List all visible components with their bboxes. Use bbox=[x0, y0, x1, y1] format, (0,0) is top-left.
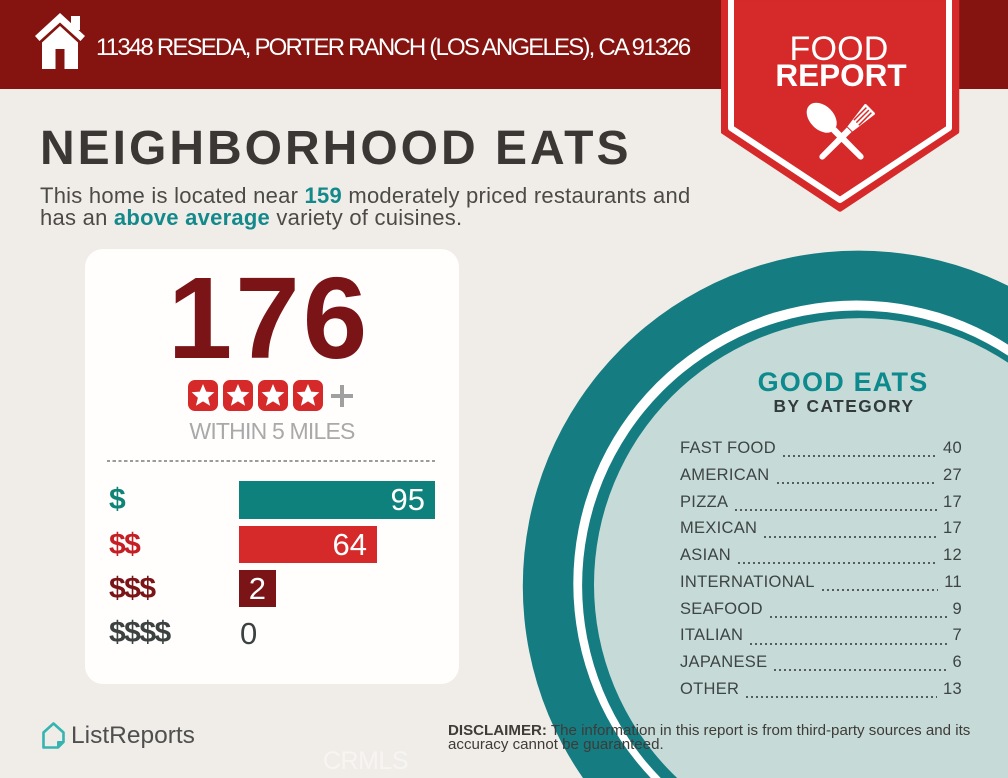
svg-text:REPORT: REPORT bbox=[775, 57, 906, 93]
svg-text:FOOD: FOOD bbox=[789, 30, 888, 68]
